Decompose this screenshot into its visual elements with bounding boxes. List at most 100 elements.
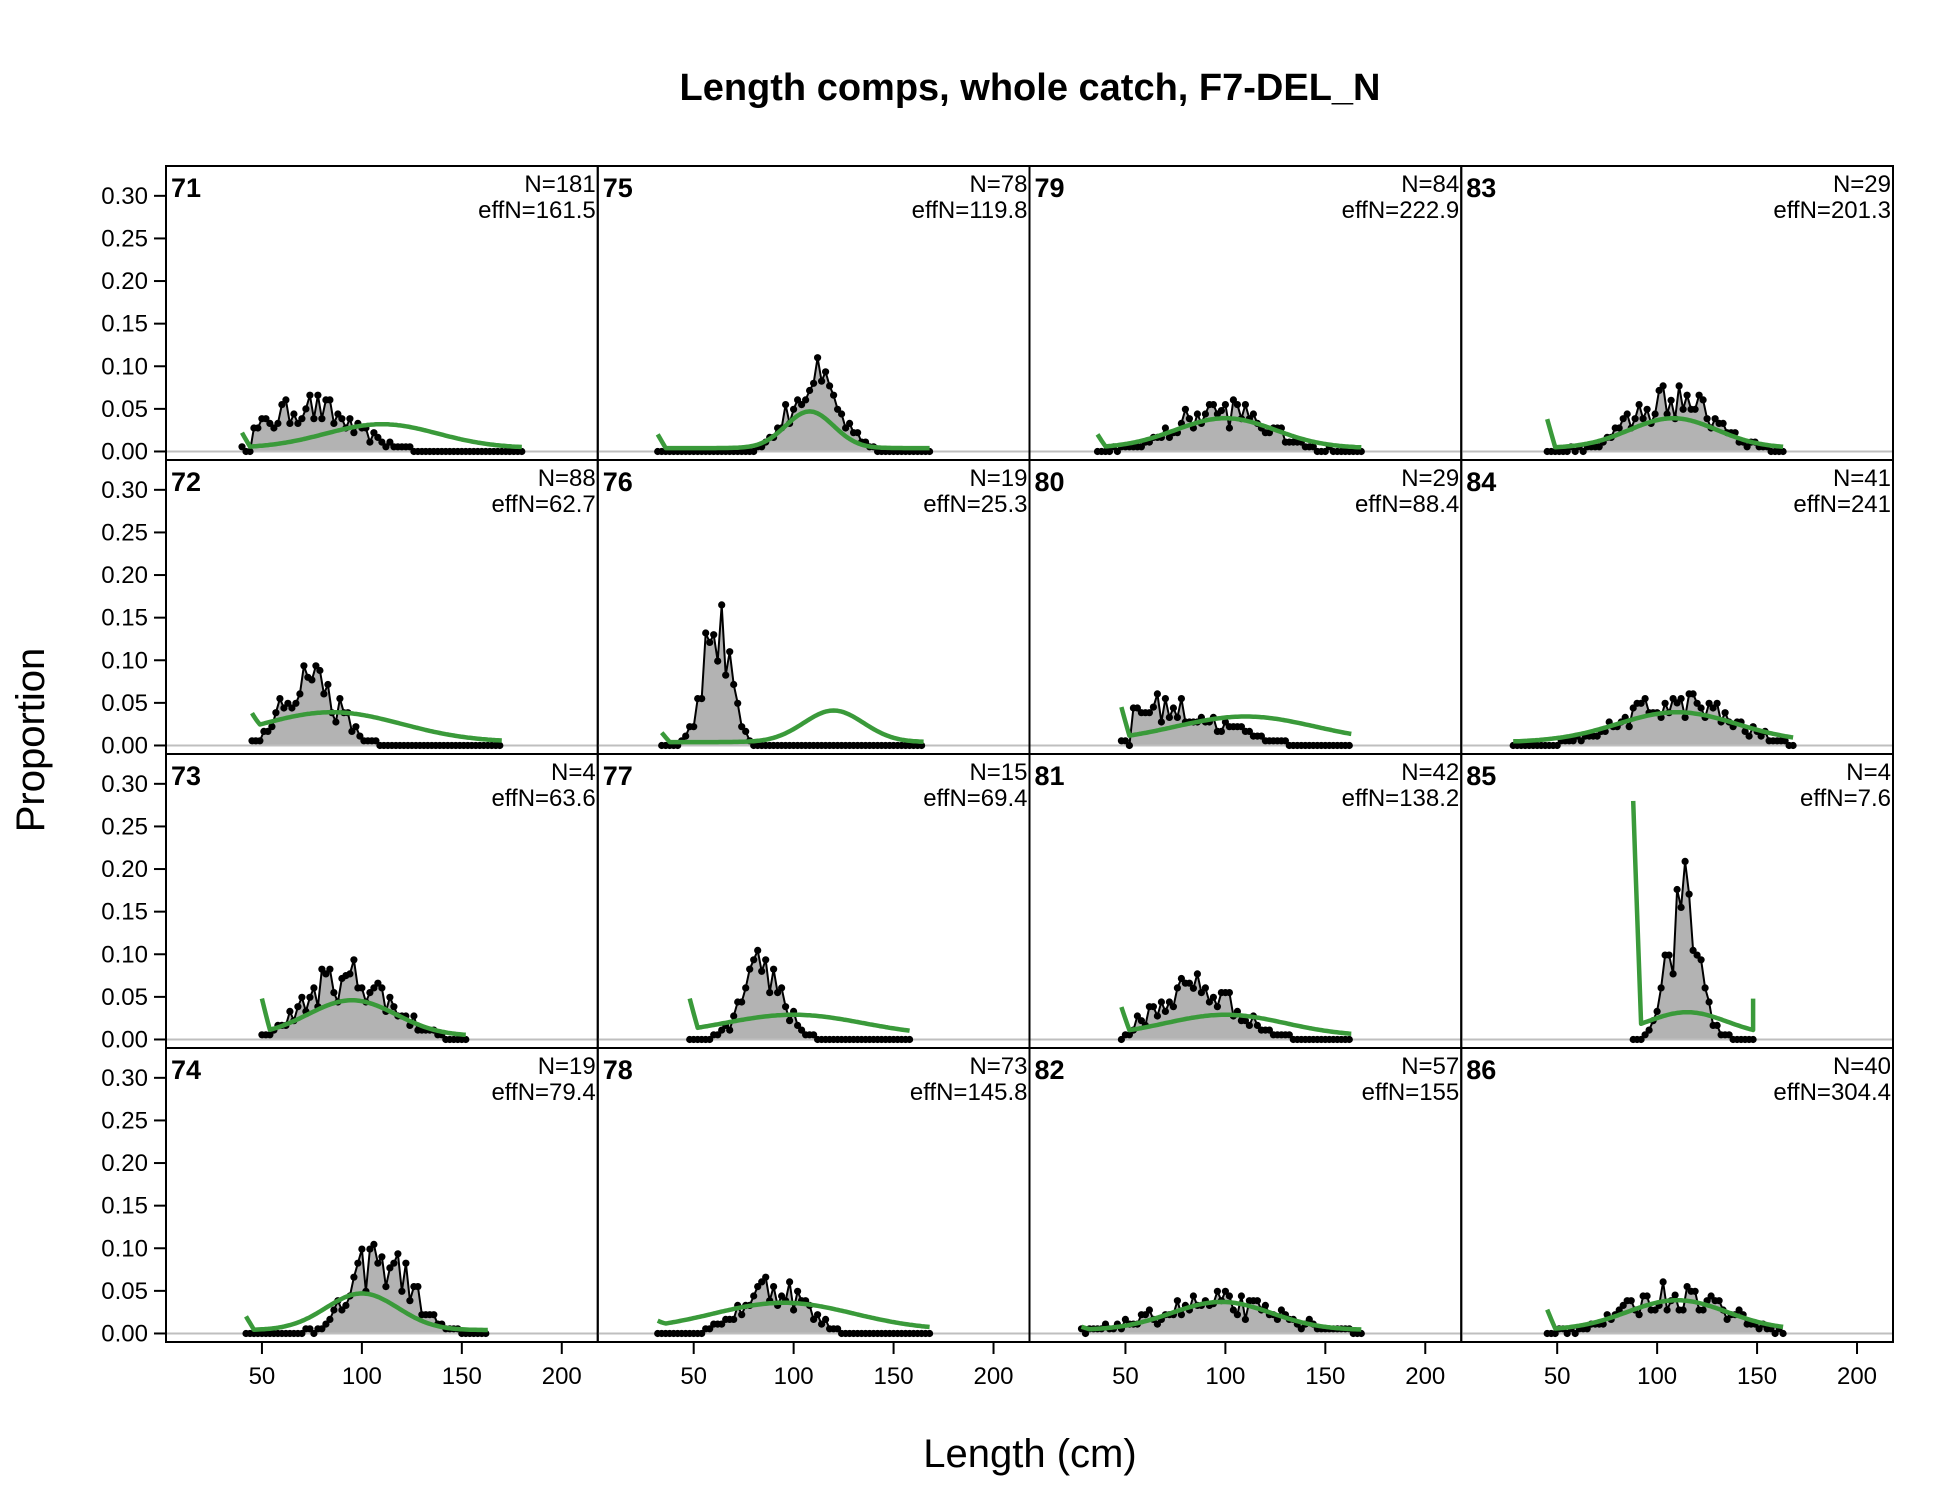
observed-point (1169, 704, 1177, 712)
observed-point (496, 741, 504, 750)
observed-point (358, 1245, 366, 1253)
observed-point (682, 732, 690, 740)
observed-point (834, 405, 842, 413)
observed-point (1161, 424, 1169, 432)
y-tick-label: 0.05 (101, 396, 148, 423)
x-tick-label: 150 (1305, 1363, 1345, 1390)
observed-point (1745, 732, 1753, 740)
observed-point (906, 1035, 914, 1044)
y-tick-label: 0.15 (101, 1193, 148, 1220)
observed-point (738, 998, 746, 1006)
observed-point (1665, 951, 1673, 959)
observed-point (1707, 1292, 1715, 1300)
observed-point (1189, 984, 1197, 992)
observed-point (370, 429, 378, 437)
observed-point (1261, 1301, 1269, 1309)
x-tick-label: 100 (342, 1363, 382, 1390)
observed-point (278, 401, 286, 409)
observed-point (790, 405, 798, 413)
y-tick-label: 0.25 (101, 813, 148, 840)
observed-point (1357, 447, 1365, 456)
observed-point (1579, 447, 1587, 456)
observed-point (1193, 970, 1201, 978)
panel-n-label: N=15 (969, 759, 1027, 786)
observed-point (714, 657, 722, 665)
observed-point (822, 1315, 830, 1323)
y-tick-label: 0.20 (101, 268, 148, 295)
observed-point (262, 415, 270, 423)
observed-point (730, 680, 738, 689)
observed-point (386, 1264, 394, 1272)
observed-point (846, 419, 854, 427)
observed-point (1683, 1283, 1691, 1291)
observed-point (1173, 984, 1181, 992)
observed-point (1209, 993, 1217, 1001)
panel-n-label: N=19 (538, 1053, 596, 1080)
observed-point (238, 443, 246, 451)
observed-point (342, 1301, 350, 1309)
observed-point (1713, 1021, 1721, 1029)
x-tick-label: 200 (1837, 1363, 1877, 1390)
observed-point (1177, 1311, 1185, 1319)
observed-point (810, 1315, 818, 1323)
observed-point (1225, 989, 1233, 997)
observed-point (794, 396, 802, 404)
observed-point (330, 419, 338, 427)
observed-point (306, 1325, 314, 1333)
observed-point (698, 695, 706, 703)
observed-point (390, 1003, 398, 1011)
panel-year-label: 80 (1035, 467, 1065, 497)
observed-point (354, 1259, 362, 1267)
y-tick-label: 0.15 (101, 605, 148, 632)
x-tick-label: 150 (442, 1363, 482, 1390)
observed-point (758, 967, 766, 975)
panel-year-label: 81 (1035, 761, 1065, 791)
panel-effn-label: effN=161.5 (478, 197, 596, 224)
observed-point (296, 690, 304, 698)
observed-point (1757, 732, 1765, 740)
observed-point (378, 438, 386, 446)
observed-point (1193, 410, 1201, 418)
observed-point (1209, 401, 1217, 409)
observed-point (1691, 405, 1699, 413)
observed-point (326, 1315, 334, 1323)
observed-point (742, 727, 750, 736)
observed-point (766, 989, 774, 997)
observed-point (742, 984, 750, 992)
observed-point (1619, 415, 1627, 423)
observed-point (406, 443, 414, 451)
observed-point (1257, 732, 1265, 740)
observed-point (1229, 396, 1237, 404)
observed-point (1125, 1031, 1133, 1039)
expected-line (250, 709, 503, 743)
observed-point (1181, 405, 1189, 413)
observed-point (802, 396, 810, 404)
observed-point (310, 1329, 318, 1338)
x-tick-label: 100 (1205, 1363, 1245, 1390)
observed-area (252, 665, 500, 746)
panel-n-label: N=19 (969, 465, 1027, 492)
observed-point (1141, 1311, 1149, 1319)
y-tick-label: 0.30 (101, 1065, 148, 1092)
observed-point (1253, 1021, 1261, 1029)
observed-point (1297, 1325, 1305, 1333)
observed-point (1133, 1012, 1141, 1020)
observed-point (818, 1320, 826, 1328)
panel-year-label: 74 (171, 1055, 201, 1085)
panel-year-label: 72 (171, 467, 201, 497)
observed-point (386, 993, 394, 1001)
observed-point (302, 405, 310, 413)
observed-point (1245, 727, 1253, 736)
x-axis-label: Length (cm) (923, 1432, 1136, 1476)
observed-point (1659, 382, 1667, 390)
observed-point (1551, 1329, 1559, 1338)
observed-point (1153, 1320, 1161, 1328)
observed-point (770, 1283, 778, 1291)
observed-point (334, 410, 342, 418)
observed-point (718, 1320, 726, 1328)
observed-point (1701, 984, 1709, 992)
panel-n-label: N=88 (538, 465, 596, 492)
observed-point (1693, 951, 1701, 959)
observed-point (1205, 998, 1213, 1006)
